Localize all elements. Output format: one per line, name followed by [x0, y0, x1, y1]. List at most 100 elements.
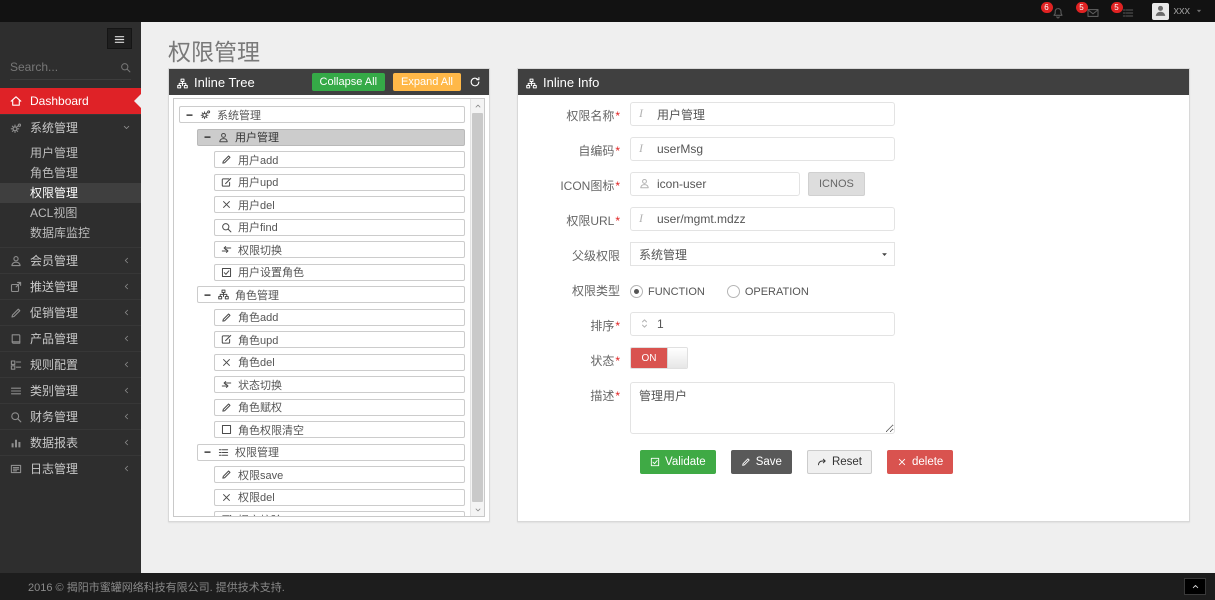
user-icon	[219, 132, 228, 142]
collapse-toggle-icon[interactable]: −	[204, 445, 212, 459]
x-icon	[223, 201, 230, 208]
sitemap-icon	[218, 289, 229, 300]
inline-tree-header: Inline Tree Collapse All Expand All	[169, 69, 489, 95]
sidebar-item-dashboard[interactable]: Dashboard	[0, 88, 141, 114]
collapse-toggle-icon[interactable]: −	[204, 287, 212, 302]
sidebar-subitem[interactable]: 数据库监控	[30, 226, 91, 240]
sidebar-item-log[interactable]: 日志管理	[0, 455, 141, 481]
notification-badge: 5	[1075, 1, 1088, 13]
tree-node[interactable]: − 用户管理	[197, 128, 465, 146]
tasks-button[interactable]: 5	[1110, 1, 1134, 19]
edit-icon	[221, 177, 232, 187]
tree-node-label: 权限save	[238, 469, 284, 482]
sidebar-item-member[interactable]: 会员管理	[0, 247, 141, 273]
tree-node[interactable]: 角色del	[214, 353, 465, 371]
sidebar-item-product[interactable]: 产品管理	[0, 325, 141, 351]
tree-node[interactable]: − 权限管理	[197, 443, 465, 461]
chevron-left-icon	[124, 335, 128, 342]
description-textarea[interactable]: 管理用户	[630, 382, 895, 434]
collapse-toggle-icon[interactable]: −	[186, 107, 194, 122]
save-button[interactable]: Save	[730, 450, 792, 474]
edit-icon	[222, 514, 232, 516]
tree-node[interactable]: 用户设置角色	[214, 263, 465, 281]
scrollbar-thumb[interactable]	[472, 113, 483, 502]
scroll-down-icon[interactable]	[471, 503, 484, 516]
tree-node[interactable]: 权限save	[214, 466, 465, 483]
sidebar-item-label: Dashboard	[30, 94, 89, 108]
tree-node[interactable]: 角色赋权	[214, 398, 465, 416]
collapse-toggle-icon[interactable]: −	[204, 130, 212, 144]
search-input[interactable]	[10, 60, 120, 74]
sidebar-subitem[interactable]: 用户管理	[30, 146, 79, 160]
tree-node[interactable]: 角色add	[214, 308, 465, 326]
user-menu[interactable]: xxx	[1151, 2, 1204, 20]
tree-node[interactable]: 角色upd	[214, 331, 465, 348]
refresh-icon[interactable]	[469, 76, 481, 88]
form-row-description: 描述* 管理用户	[518, 382, 1189, 434]
tree-node[interactable]: 用户del	[214, 196, 465, 213]
required-asterisk: *	[615, 109, 620, 123]
radio-function[interactable]: FUNCTION	[630, 282, 705, 301]
button-label: Save	[755, 456, 782, 468]
perm-code-input[interactable]	[630, 137, 895, 161]
sidebar-item-category[interactable]: 类别管理	[0, 377, 141, 403]
sidebar-subitem[interactable]: 角色管理	[30, 166, 79, 180]
validate-button[interactable]: Validate	[640, 450, 716, 474]
panel-title: Inline Tree	[194, 74, 255, 90]
parent-perm-select[interactable]: 系统管理	[630, 242, 895, 266]
sidebar-item-report[interactable]: 数据报表	[0, 429, 141, 455]
finance-icon	[11, 411, 22, 422]
info-form-fields: 权限名称*I自编码*IICON图标*ICNOS权限URL*I父级权限系统管理权限…	[518, 102, 1189, 434]
sidebar-subitem[interactable]: 权限管理	[0, 183, 141, 203]
sidebar-search	[10, 60, 131, 80]
tree-node[interactable]: 提交校验	[214, 511, 465, 516]
tree-node-label: 用户upd	[238, 177, 279, 189]
tasks-icon	[1122, 8, 1133, 17]
sidebar-item-finance[interactable]: 财务管理	[0, 403, 141, 429]
scroll-up-icon[interactable]	[471, 99, 484, 112]
search-icon[interactable]	[120, 62, 131, 73]
envelope-button[interactable]: 5	[1075, 1, 1099, 19]
panel-title: Inline Info	[543, 74, 600, 90]
tree-node[interactable]: − 系统管理	[179, 106, 465, 123]
tree-node[interactable]: 状态切换	[214, 376, 465, 393]
sidebar-toggle-button[interactable]	[107, 28, 132, 49]
perm-url-input[interactable]	[630, 207, 895, 231]
topbar: 6 5 5 xxx	[0, 0, 1215, 22]
sort-order-input[interactable]	[630, 312, 895, 336]
perm-icon-input[interactable]	[630, 172, 800, 196]
sort-icon	[641, 319, 648, 328]
retweet-icon	[221, 246, 232, 253]
inline-tree-panel: Inline Tree Collapse All Expand All − 系统管…	[168, 68, 490, 522]
rules-icon	[10, 359, 22, 370]
status-toggle[interactable]: ON	[630, 347, 688, 369]
tree-node[interactable]: 权限切换	[214, 241, 465, 258]
tree-node[interactable]: 权限del	[214, 488, 465, 506]
icnos-button[interactable]: ICNOS	[808, 172, 865, 196]
tree-node[interactable]: 角色权限清空	[214, 421, 465, 438]
tree-scrollbar[interactable]	[470, 99, 484, 516]
sidebar-subitem[interactable]: ACL视图	[30, 206, 78, 220]
delete-button[interactable]: delete	[886, 450, 954, 474]
sidebar-item-promo[interactable]: 促销管理	[0, 299, 141, 325]
scroll-top-button[interactable]	[1184, 578, 1206, 595]
perm-name-input[interactable]	[630, 102, 895, 126]
reset-button[interactable]: Reset	[806, 450, 872, 474]
tree-node[interactable]: − 角色管理	[197, 286, 465, 303]
sidebar-item-system[interactable]: 系统管理	[0, 114, 141, 140]
sidebar-item-label: 推送管理	[30, 280, 79, 294]
radio-operation[interactable]: OPERATION	[726, 282, 809, 301]
chevron-left-icon	[124, 387, 128, 394]
expand-all-button[interactable]: Expand All	[393, 72, 461, 92]
tree-container: − 系统管理 − 用户管理用户add 用户upd 用户del 用户find 权限切换用户设置角…	[173, 98, 485, 517]
chevron-left-icon	[124, 439, 128, 446]
sidebar-item-push[interactable]: 推送管理	[0, 273, 141, 299]
collapse-all-button[interactable]: Collapse All	[311, 72, 386, 92]
toggle-on-label: ON	[631, 348, 667, 368]
tree-node[interactable]: 用户add	[214, 151, 465, 168]
tree-node[interactable]: 用户upd	[214, 173, 465, 191]
bell-button[interactable]: 6	[1040, 1, 1064, 19]
sidebar-item-rules[interactable]: 规则配置	[0, 351, 141, 377]
tree-node[interactable]: 用户find	[214, 218, 465, 236]
chevron-left-icon	[124, 257, 128, 264]
